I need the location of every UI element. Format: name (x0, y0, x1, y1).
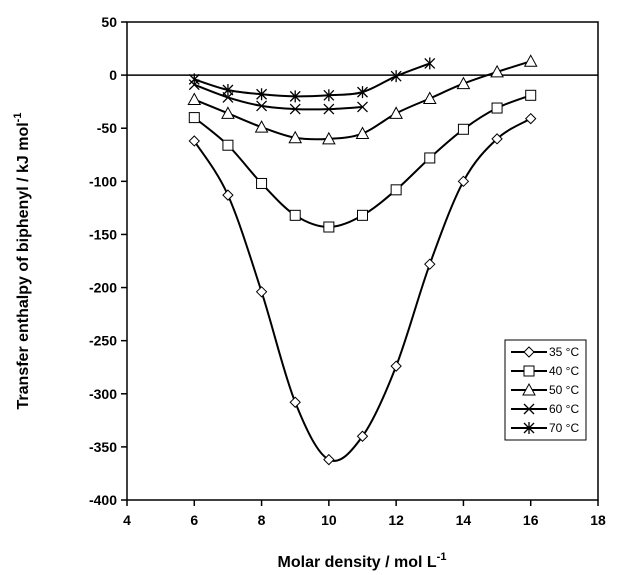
y-tick-label: -250 (89, 333, 117, 349)
data-point (223, 190, 233, 200)
series-35C (189, 114, 535, 465)
y-tick-label: 50 (101, 14, 117, 30)
legend: 35 °C 40 °C 50 °C 60 °C 70 °C (505, 340, 586, 440)
x-tick-label: 18 (590, 512, 606, 528)
legend-label: 60 °C (549, 402, 579, 416)
data-point (425, 259, 435, 269)
y-tick-label: -50 (97, 120, 117, 136)
data-point (391, 185, 401, 195)
data-point (526, 90, 536, 100)
data-point (257, 287, 267, 297)
data-point (458, 176, 468, 186)
data-point (290, 210, 300, 220)
data-point (390, 107, 402, 118)
x-axis-title: Molar density / mol L-1 (278, 551, 447, 571)
x-tick-label: 4 (123, 512, 131, 528)
y-tick-label: -200 (89, 280, 117, 296)
data-point (223, 140, 233, 150)
series-line (194, 119, 530, 461)
data-point (222, 107, 234, 118)
data-point (425, 57, 435, 69)
legend-marker (524, 366, 534, 376)
x-tick-label: 8 (258, 512, 266, 528)
data-point (458, 124, 468, 134)
data-point (290, 397, 300, 407)
series-50C (188, 55, 536, 144)
y-tick-label: 0 (109, 67, 117, 83)
legend-label: 50 °C (549, 383, 579, 397)
y-tick-label: -400 (89, 492, 117, 508)
data-point (358, 210, 368, 220)
y-axis-title: Transfer enthalpy of biphenyl / kJ mol-1 (12, 113, 32, 410)
x-tick-label: 10 (321, 512, 337, 528)
y-tick-label: -350 (89, 439, 117, 455)
data-point (357, 128, 369, 139)
data-point (525, 55, 537, 66)
data-point (188, 94, 200, 105)
data-point (324, 222, 334, 232)
data-point (425, 153, 435, 163)
legend-label: 40 °C (549, 364, 579, 378)
series-layer (188, 55, 536, 464)
legend-label: 70 °C (549, 421, 579, 435)
data-point (424, 92, 436, 103)
x-tick-label: 6 (190, 512, 198, 528)
data-point (526, 114, 536, 124)
y-tick-label: -100 (89, 173, 117, 189)
x-tick-label: 14 (456, 512, 472, 528)
data-point (189, 113, 199, 123)
x-tick-label: 16 (523, 512, 539, 528)
data-point (189, 73, 199, 85)
data-point (257, 178, 267, 188)
x-tick-label: 12 (388, 512, 404, 528)
data-point (391, 70, 401, 82)
series-line (194, 95, 530, 227)
y-tick-label: -300 (89, 386, 117, 402)
series-40C (189, 90, 535, 232)
data-point (457, 78, 469, 89)
data-point (391, 361, 401, 371)
data-point (256, 121, 268, 132)
data-point (492, 103, 502, 113)
y-tick-label: -150 (89, 226, 117, 242)
legend-label: 35 °C (549, 345, 579, 359)
